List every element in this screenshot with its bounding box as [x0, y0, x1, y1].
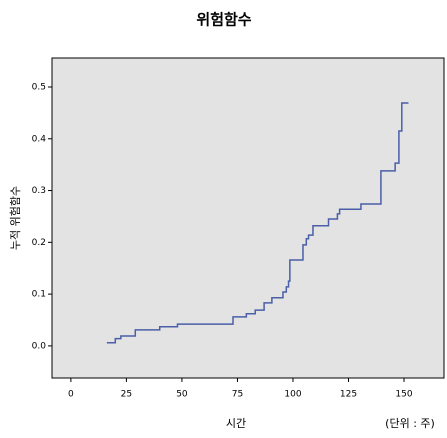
x-tick-label: 50: [176, 390, 188, 400]
y-tick-label: 0.3: [32, 186, 46, 196]
x-tick-label: 125: [340, 390, 357, 400]
x-unit-label: (단위 : 주): [385, 417, 435, 430]
x-tick-label: 25: [121, 390, 132, 400]
y-tick-label: 0.0: [32, 341, 47, 351]
chart-title: 위험함수: [196, 11, 251, 29]
plot-area: [51, 57, 445, 379]
y-axis-label: 누적 위험함수: [9, 186, 22, 250]
y-tick-label: 0.1: [32, 290, 46, 300]
y-tick-label: 0.5: [32, 82, 46, 92]
step-line: [106, 102, 409, 344]
x-tick-label: 75: [232, 390, 243, 400]
y-tick-label: 0.4: [32, 134, 47, 144]
x-tick-label: 0: [68, 390, 74, 400]
y-tick-label: 0.2: [32, 238, 46, 248]
x-tick-label: 150: [395, 390, 412, 400]
x-axis-label: 시간: [226, 417, 246, 430]
x-tick-label: 100: [284, 390, 301, 400]
